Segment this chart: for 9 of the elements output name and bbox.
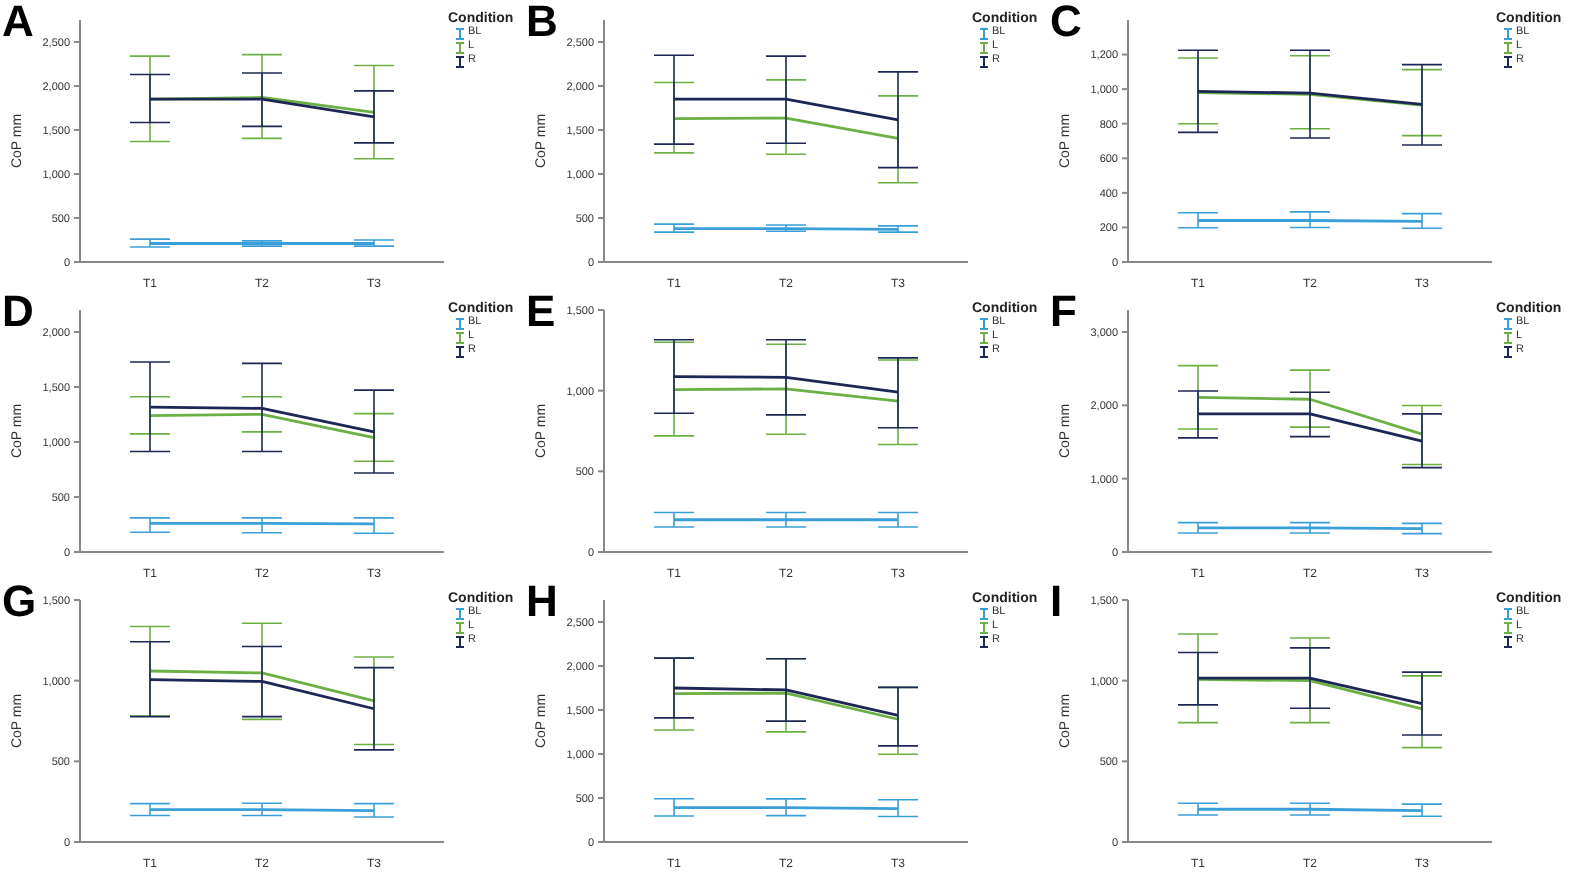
chart-title: C (1050, 0, 1082, 46)
chart-title: A (2, 0, 34, 46)
chart-title: B (526, 0, 558, 46)
chart-title: I (1050, 576, 1063, 626)
chart-title: F (1050, 286, 1077, 336)
chart-title: D (2, 286, 34, 336)
chart-title: G (2, 576, 37, 626)
chart-title: E (526, 286, 556, 336)
chart-title: H (526, 576, 558, 626)
